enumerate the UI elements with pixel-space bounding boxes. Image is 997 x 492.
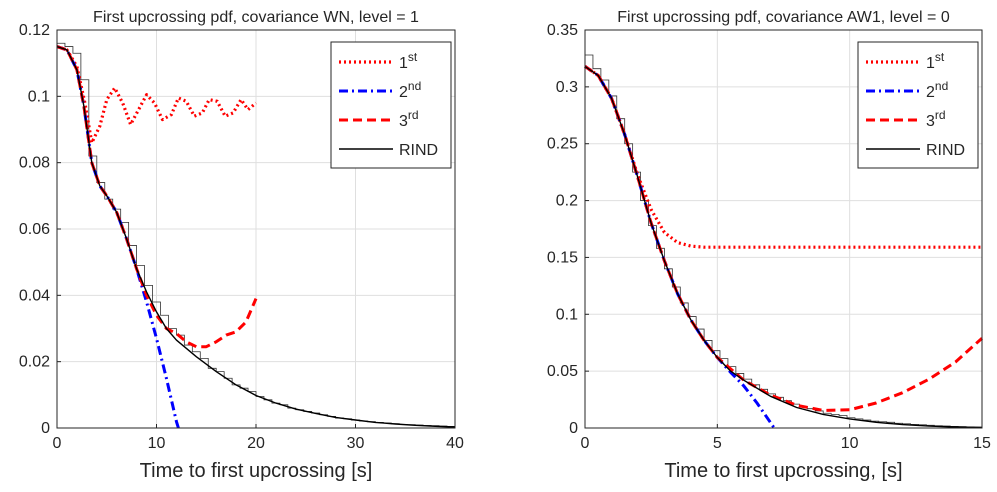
- chart2-legend-label-rind: RIND: [926, 142, 965, 159]
- chart2-ytick-label: 0.1: [556, 306, 578, 323]
- chart2-xtick-label: 10: [841, 435, 859, 452]
- chart1-ytick-label: 0: [41, 420, 50, 437]
- chart2-axes-box: [584, 29, 983, 429]
- chart2-ytick-label: 0.15: [547, 249, 578, 266]
- chart1-ytick-label: 0.08: [19, 155, 50, 172]
- chart1-xtick-label: 10: [148, 435, 166, 452]
- chart2-legend-label-3rd: 3rd: [926, 108, 946, 130]
- chart1-ytick-label: 0.1: [28, 88, 50, 105]
- chart2-title: First upcrossing pdf, covariance AW1, le…: [617, 9, 950, 26]
- chart1-legend-label-3rd: 3rd: [399, 108, 419, 130]
- chart2-series-rind: [584, 65, 983, 429]
- chart2-xtick-label: 5: [713, 435, 722, 452]
- chart1-xtick-label: 30: [347, 435, 365, 452]
- chart1-ytick-label: 0.02: [19, 354, 50, 371]
- chart2-xtick-label: 15: [973, 435, 991, 452]
- chart1-xtick-label: 0: [53, 435, 62, 452]
- chart2-ytick-label: 0.35: [547, 22, 578, 39]
- chart2-ytick-label: 0.3: [556, 79, 578, 96]
- chart1-ytick-label: 0.12: [19, 22, 50, 39]
- chart1-title: First upcrossing pdf, covariance WN, lev…: [93, 9, 419, 26]
- chart2-ytick-label: 0.05: [547, 363, 578, 380]
- chart2-xtick-label: 0: [581, 435, 590, 452]
- chart2-ytick-label: 0.25: [547, 136, 578, 153]
- chart2-histogram: [584, 54, 982, 428]
- chart1-series-rind: [56, 45, 456, 428]
- chart1: 0 10 20 30 40 0 0.02 0.04 0.06 0.08 0.1 0.12 First u…: [19, 9, 464, 482]
- chart1-ytick-label: 0.06: [19, 221, 50, 238]
- chart2-legend-label-1st: 1st: [926, 50, 945, 72]
- chart2-ytick-label: 0.2: [556, 193, 578, 210]
- chart2-xlabel: Time to first upcrossing, [s]: [664, 460, 902, 482]
- chart1-legend-label-rind: RIND: [399, 142, 438, 159]
- chart2-ytick-label: 0: [569, 420, 578, 437]
- chart1-xlabel: Time to first upcrossing [s]: [140, 460, 373, 482]
- chart1-legend-label-1st: 1st: [399, 50, 418, 72]
- chart1-legend: 1st 2nd 3rd RIND: [330, 41, 452, 169]
- chart1-ytick-label: 0.04: [19, 287, 50, 304]
- chart2: 0 5 10 15 0 0.05 0.1 0.15 0.2 0.25 0.3 0.35 First up…: [547, 9, 991, 482]
- chart1-legend-label-2nd: 2nd: [399, 79, 421, 101]
- chart1-series-1st: [56, 45, 258, 145]
- chart1-xtick-label: 20: [247, 435, 265, 452]
- chart2-legend: 1st 2nd 3rd RIND: [857, 41, 979, 169]
- chart2-legend-label-2nd: 2nd: [926, 79, 948, 101]
- chart1-xtick-label: 40: [446, 435, 464, 452]
